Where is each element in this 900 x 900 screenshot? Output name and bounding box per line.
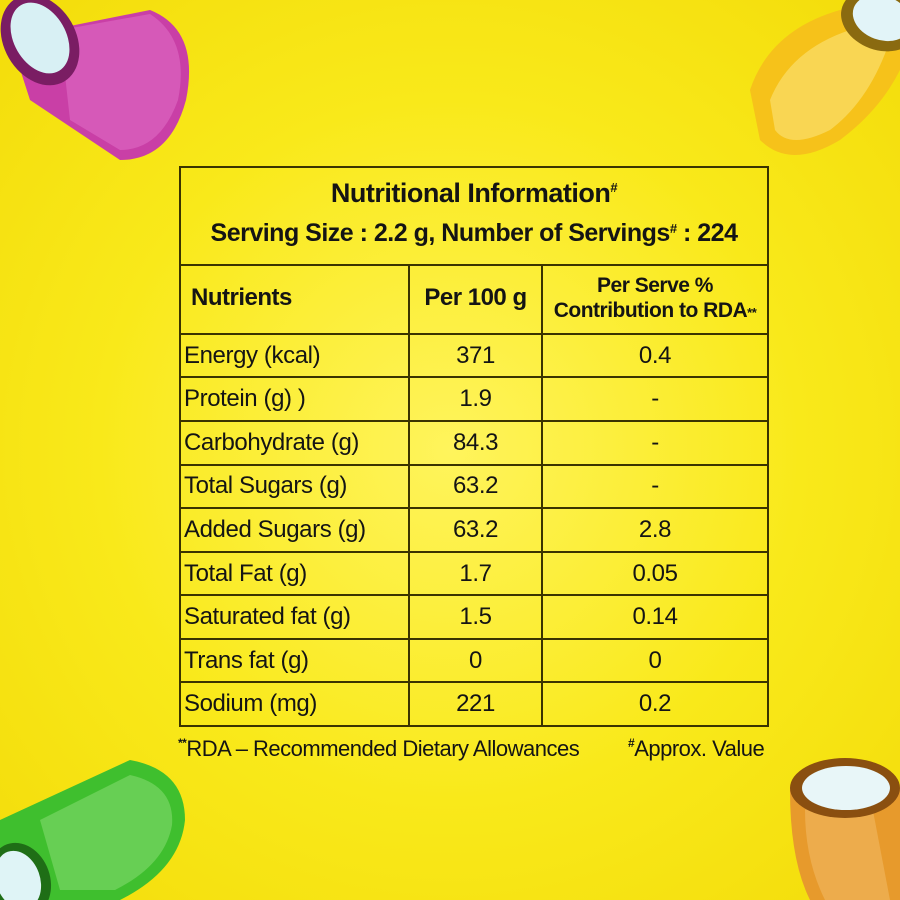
header-row: Nutrients Per 100 g Per Serve % Contribut… [181, 264, 767, 335]
table-row: Sodium (mg) 221 0.2 [181, 681, 767, 725]
title-text: Nutritional Information [330, 178, 611, 208]
header-rda-mark: ** [747, 305, 757, 321]
rda-value: 0.4 [541, 332, 767, 379]
table-row: Carbohydrate (g) 84.3 - [181, 420, 767, 466]
rda-value: - [541, 420, 767, 466]
approx-footnote: #Approx. Value [628, 736, 765, 762]
rda-footnote-text: RDA – Recommended Dietary Allowances [186, 736, 580, 761]
nutrition-panel: Nutritional Information# Serving Size : … [179, 166, 769, 727]
title-box: Nutritional Information# Serving Size : … [181, 168, 767, 266]
header-per-serve-line1: Per Serve % [597, 274, 713, 298]
rda-value: - [541, 376, 767, 423]
nutrition-table: Nutrients Per 100 g Per Serve % Contribut… [181, 264, 767, 725]
servings-count: : 224 [676, 219, 738, 247]
yellow-candy-image [750, 0, 900, 155]
table-row: Total Fat (g) 1.7 0.05 [181, 550, 767, 597]
nutrient-name: Saturated fat (g) [181, 594, 410, 640]
per-100g-value: 221 [408, 681, 543, 725]
title-mark: # [610, 180, 618, 195]
header-per-serve-rda: Per Serve % Contribution to RDA** [541, 264, 767, 335]
per-100g-value: 63.2 [408, 507, 543, 553]
nutrient-name: Protein (g) ) [181, 376, 410, 423]
table-row: Trans fat (g) 0 0 [181, 637, 767, 684]
table-row: Protein (g) ) 1.9 - [181, 376, 767, 423]
servings-mark: # [669, 221, 677, 236]
table-row: Saturated fat (g) 1.5 0.14 [181, 594, 767, 640]
nutrient-name: Trans fat (g) [181, 637, 410, 684]
nutrient-name: Energy (kcal) [181, 332, 410, 379]
rda-value: 2.8 [541, 507, 767, 553]
rda-footnote-mark: ** [178, 736, 187, 750]
rda-value: 0.2 [541, 681, 767, 725]
nutrient-name: Total Sugars (g) [181, 463, 410, 510]
per-100g-value: 63.2 [408, 463, 543, 510]
approx-footnote-text: Approx. Value [634, 736, 765, 761]
per-100g-value: 84.3 [408, 420, 543, 466]
approx-footnote-mark: # [628, 736, 635, 750]
rda-footnote: **RDA – Recommended Dietary Allowances [178, 736, 580, 762]
nutrient-name: Total Fat (g) [181, 550, 410, 597]
per-100g-value: 0 [408, 637, 543, 684]
nutrient-name: Carbohydrate (g) [181, 420, 410, 466]
table-row: Energy (kcal) 371 0.4 [181, 332, 767, 379]
per-100g-value: 1.9 [408, 376, 543, 423]
rda-value: 0 [541, 637, 767, 684]
per-100g-value: 1.7 [408, 550, 543, 597]
green-candy-image [0, 760, 185, 900]
serving-info: Serving Size : 2.2 g, Number of Servings… [181, 219, 767, 248]
rda-value: 0.05 [541, 550, 767, 597]
nutrient-name: Sodium (mg) [181, 681, 410, 725]
rda-value: - [541, 463, 767, 510]
orange-candy-image [790, 758, 900, 900]
per-100g-value: 371 [408, 332, 543, 379]
serving-text: Serving Size : 2.2 g, Number of Servings [210, 219, 671, 247]
header-nutrients: Nutrients [181, 264, 410, 335]
header-per-serve-line2: Contribution to RDA [553, 299, 748, 323]
per-100g-value: 1.5 [408, 594, 543, 640]
header-per-100g: Per 100 g [408, 264, 543, 335]
nutrient-name: Added Sugars (g) [181, 507, 410, 553]
nutrition-title: Nutritional Information# [181, 178, 767, 209]
table-row: Added Sugars (g) 63.2 2.8 [181, 507, 767, 553]
table-row: Total Sugars (g) 63.2 - [181, 463, 767, 510]
rda-value: 0.14 [541, 594, 767, 640]
pink-candy-image [0, 0, 190, 160]
